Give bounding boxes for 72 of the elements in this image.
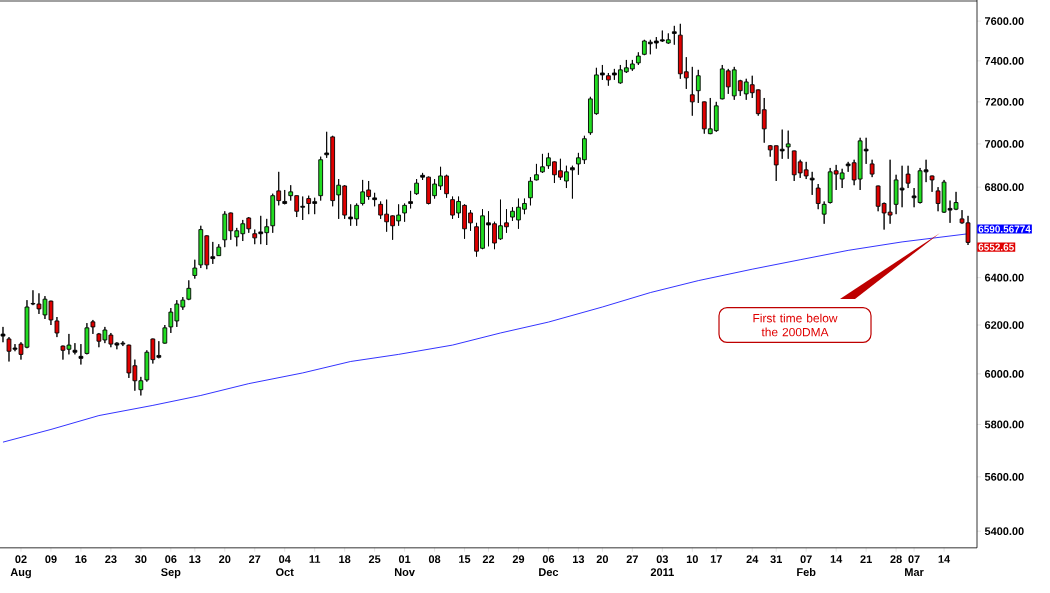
x-tick-label: 21 xyxy=(860,555,872,563)
x-tick-label: 31 xyxy=(770,555,782,564)
x-tick-label: 15 xyxy=(459,555,471,563)
y-tick-label: 7200.00 xyxy=(985,97,1024,106)
x-tick-label: 20 xyxy=(596,555,609,564)
x-tick-label: 24 xyxy=(746,555,759,563)
x-tick-label: 13 xyxy=(189,555,201,564)
x-tick-label: 01 Nov xyxy=(394,555,415,576)
candlestick xyxy=(821,201,827,225)
x-tick-label: 14 xyxy=(938,555,951,563)
y-tick-label: 6200.00 xyxy=(984,321,1024,329)
x-tick-label: 30 xyxy=(135,555,147,564)
x-tick-label: 02 Aug xyxy=(10,555,31,579)
annotation: First time below the 200DMA xyxy=(753,313,838,337)
y-tick-label: 6800.00 xyxy=(984,183,1024,192)
x-tick-label: 17 xyxy=(710,555,722,563)
x-tick-label: 23 xyxy=(105,555,117,564)
y-tick-label: 6400.00 xyxy=(984,273,1024,282)
candlestick xyxy=(809,171,815,196)
x-tick-label: 29 xyxy=(512,555,525,564)
candlestick xyxy=(72,342,78,355)
candlestick xyxy=(414,178,419,196)
x-tick-label: 03 2011 xyxy=(650,555,674,576)
candlestick xyxy=(570,165,575,200)
x-tick-label: 25 xyxy=(368,555,381,564)
x-tick-label: 07 Feb xyxy=(797,555,816,576)
x-tick-label: 14 xyxy=(830,555,843,563)
x-tick-label: 28 xyxy=(890,555,902,564)
x-tick-label: 16 xyxy=(75,555,87,564)
x-tick-label: 18 xyxy=(339,555,351,564)
text: 6590.56774 xyxy=(978,225,1031,233)
candlestick xyxy=(78,343,84,365)
candlestick xyxy=(905,165,911,189)
text: 6552.65 xyxy=(978,243,1014,251)
candlestick xyxy=(534,163,539,181)
x-tick-label: 20 xyxy=(219,555,231,564)
y-tick-label: 5800.00 xyxy=(984,420,1024,429)
candlestick xyxy=(216,243,222,257)
candlestick xyxy=(0,326,6,343)
candlestick xyxy=(528,176,533,206)
x-tick-label: 06 Dec xyxy=(539,555,559,576)
candlestick xyxy=(695,69,701,104)
candlestick xyxy=(408,190,413,209)
x-tick-label: 06 Sep xyxy=(161,555,181,579)
x-tick-label: 07 Mar xyxy=(905,555,924,576)
x-tick-label: 11 xyxy=(309,555,321,563)
y-tick-label: 7000.00 xyxy=(985,140,1024,148)
candlestick xyxy=(869,159,875,178)
x-tick-label: 08 xyxy=(428,555,441,564)
candlestick xyxy=(282,189,288,205)
x-tick-label: 09 xyxy=(45,555,57,564)
x-tick-label: 27 xyxy=(626,555,638,563)
x-tick-label: 04 Oct xyxy=(276,555,294,576)
y-tick-label: 5600.00 xyxy=(984,473,1024,481)
candlestick xyxy=(372,192,377,207)
candlestick xyxy=(671,25,677,46)
candlestick xyxy=(929,175,935,193)
candlestick xyxy=(318,156,324,202)
y-tick-label: 7600.00 xyxy=(985,17,1024,25)
candlestick xyxy=(689,66,695,117)
y-tick-label: 7400.00 xyxy=(985,57,1024,65)
x-tick-label: 22 xyxy=(482,555,495,563)
candlestick xyxy=(192,259,198,280)
candlestick xyxy=(402,203,407,223)
x-tick-label: 27 xyxy=(249,555,261,563)
y-tick-label: 5400.00 xyxy=(984,527,1024,536)
y-tick-label: 6000.00 xyxy=(984,370,1024,378)
candlestick xyxy=(815,183,821,210)
x-tick-label: 13 xyxy=(573,555,585,564)
candlestick xyxy=(540,153,545,174)
x-tick-label: 10 xyxy=(686,555,698,564)
candlestick xyxy=(785,130,791,160)
